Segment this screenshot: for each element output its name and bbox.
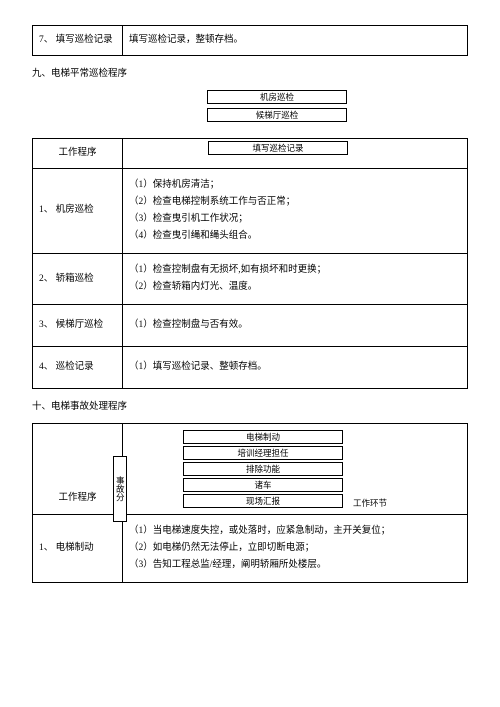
flow-header-cell: 填写巡检记录 xyxy=(123,138,468,168)
cell-label: 7、 填写巡检记录 xyxy=(33,26,123,56)
cell-desc: （1）检查控制盘有无损坏,如有损坏和时更换； （2）检查轿箱内灯光、温度。 xyxy=(123,254,468,305)
flow-side-label: 事故分 xyxy=(113,456,127,522)
header-cell: 工作程序 xyxy=(33,423,123,514)
list-item: （2）检查轿箱内灯光、温度。 xyxy=(129,279,461,296)
row-label: 填写巡检记录 xyxy=(56,35,113,45)
row-num: 3、 xyxy=(39,320,53,330)
table-row: 3、 候梯厅巡检 （1）检查控制盘与否有效。 xyxy=(33,305,468,347)
li-text: 检查曳引机工作状况； xyxy=(153,214,248,224)
row-num: 1、 xyxy=(39,543,53,553)
table-top: 7、 填写巡检记录 填写巡检记录，整顿存档。 xyxy=(32,25,468,56)
header-text: 工作程序 xyxy=(58,493,96,503)
cell-desc: 填写巡检记录，整顿存档。 xyxy=(123,26,468,56)
row-num: 4、 xyxy=(39,362,53,372)
cell-label: 4、 巡检记录 xyxy=(33,347,123,389)
cell-desc: （1）保持机房清洁； （2）检查电梯控制系统工作与否正常； （3）检查曳引机工作… xyxy=(123,168,468,253)
flow-box-2: 培训经理担任 xyxy=(183,446,343,460)
li-text: 填写巡检记录、整顿存档。 xyxy=(153,362,267,372)
header-cell: 工作程序 xyxy=(33,138,123,168)
flowchart1: 机房巡检 候梯厅巡检 xyxy=(32,90,468,138)
cell-label: 1、 机房巡检 xyxy=(33,168,123,253)
list-item: （1）填写巡检记录、整顿存档。 xyxy=(129,359,461,376)
row-label: 机房巡检 xyxy=(56,205,94,215)
flow-box-c: 填写巡检记录 xyxy=(208,141,348,155)
section10-title: 十、电梯事故处理程序 xyxy=(32,401,468,414)
list-item: （1）保持机房清洁； xyxy=(129,177,461,194)
cell-desc: （1）当电梯速度失控，或处落时，应紧急制动，主开关复位； （2）如电梯仍然无法停… xyxy=(123,514,468,582)
li-text: 检查轿箱内灯光、温度。 xyxy=(153,282,258,292)
row-num: 7、 xyxy=(39,35,53,45)
table-row: 1、 机房巡检 （1）保持机房清洁； （2）检查电梯控制系统工作与否正常； （3… xyxy=(33,168,468,253)
list-item: （4）检查曳引绳和绳头组合。 xyxy=(129,228,461,245)
work-env-label: 工作环节 xyxy=(353,498,387,510)
li-text: 检查控制盘有无损坏,如有损坏和时更换； xyxy=(153,265,326,275)
li-text: 当电梯速度失控，或处落时，应紧急制动，主开关复位； xyxy=(153,526,391,536)
table-header-row: 工作程序 事故分 电梯制动 培训经理担任 排除功能 诸车 现场汇报 工作环节 xyxy=(33,423,468,514)
li-text: 检查曳引绳和绳头组合。 xyxy=(153,231,258,241)
list-item: （2）检查电梯控制系统工作与否正常； xyxy=(129,194,461,211)
section9-title: 九、电梯平常巡检程序 xyxy=(32,68,468,81)
cell-label: 1、 电梯制动 xyxy=(33,514,123,582)
list-item: （1）检查控制盘与否有效。 xyxy=(129,317,461,334)
flow-box-4: 诸车 xyxy=(183,478,343,492)
list-item: （1）当电梯速度失控，或处落时，应紧急制动，主开关复位； xyxy=(129,523,461,540)
list-item: （3）检查曳引机工作状况； xyxy=(129,211,461,228)
li-text: 保持机房清洁； xyxy=(153,180,220,190)
flow-box-5: 现场汇报 xyxy=(183,494,343,508)
row-label: 候梯厅巡检 xyxy=(56,320,104,330)
table-row: 2、 轿箱巡检 （1）检查控制盘有无损坏,如有损坏和时更换； （2）检查轿箱内灯… xyxy=(33,254,468,305)
list-item: （2）如电梯仍然无法停止，立即切断电源； xyxy=(129,540,461,557)
table-section10: 工作程序 事故分 电梯制动 培训经理担任 排除功能 诸车 现场汇报 工作环节 1… xyxy=(32,423,468,583)
list-item: （3）告知工程总监/经理，阐明轿厢所处楼层。 xyxy=(129,557,461,574)
list-item: （1）检查控制盘有无损坏,如有损坏和时更换； xyxy=(129,262,461,279)
cell-label: 3、 候梯厅巡检 xyxy=(33,305,123,347)
table-row: 7、 填写巡检记录 填写巡检记录，整顿存档。 xyxy=(33,26,468,56)
row-num: 2、 xyxy=(39,274,53,284)
li-text: 检查电梯控制系统工作与否正常； xyxy=(153,197,296,207)
table-row: 1、 电梯制动 （1）当电梯速度失控，或处落时，应紧急制动，主开关复位； （2）… xyxy=(33,514,468,582)
row-label: 轿箱巡检 xyxy=(56,274,94,284)
li-text: 告知工程总监/经理，阐明轿厢所处楼层。 xyxy=(153,560,327,570)
li-text: 如电梯仍然无法停止，立即切断电源； xyxy=(153,543,315,553)
row-label: 巡检记录 xyxy=(56,362,94,372)
flow-box-b: 候梯厅巡检 xyxy=(207,108,347,122)
item-list: （1）保持机房清洁； （2）检查电梯控制系统工作与否正常； （3）检查曳引机工作… xyxy=(129,177,461,245)
li-text: 检查控制盘与否有效。 xyxy=(153,320,248,330)
table-row: 4、 巡检记录 （1）填写巡检记录、整顿存档。 xyxy=(33,347,468,389)
flow-box-3: 排除功能 xyxy=(183,462,343,476)
flow-box-1: 电梯制动 xyxy=(183,430,343,444)
row-num: 1、 xyxy=(39,205,53,215)
table-section9: 工作程序 填写巡检记录 1、 机房巡检 （1）保持机房清洁； （2）检查电梯控制… xyxy=(32,138,468,390)
row-label: 电梯制动 xyxy=(56,543,94,553)
flow-box-a: 机房巡检 xyxy=(207,90,347,104)
cell-label: 2、 轿箱巡检 xyxy=(33,254,123,305)
cell-desc: （1）检查控制盘与否有效。 xyxy=(123,305,468,347)
cell-desc: （1）填写巡检记录、整顿存档。 xyxy=(123,347,468,389)
flowchart2: 事故分 电梯制动 培训经理担任 排除功能 诸车 现场汇报 工作环节 xyxy=(123,424,467,514)
table-header-row: 工作程序 填写巡检记录 xyxy=(33,138,468,168)
flow-header-cell: 事故分 电梯制动 培训经理担任 排除功能 诸车 现场汇报 工作环节 xyxy=(123,423,468,514)
